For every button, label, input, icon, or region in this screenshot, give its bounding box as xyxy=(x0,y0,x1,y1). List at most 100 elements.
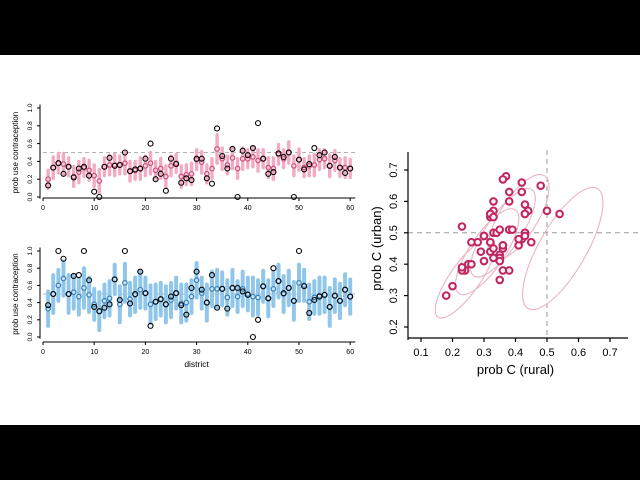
observed-point xyxy=(342,286,349,293)
observed-point xyxy=(219,285,226,292)
observed-point xyxy=(173,290,180,297)
estimate-point xyxy=(265,164,272,171)
observed-point xyxy=(239,288,246,295)
observed-point xyxy=(183,311,190,318)
observed-point xyxy=(326,162,333,169)
district-point xyxy=(495,275,505,285)
x-tick-label: 20 xyxy=(142,349,150,356)
estimate-point xyxy=(321,155,328,162)
observed-point xyxy=(75,165,82,172)
observed-point xyxy=(219,153,226,160)
observed-point xyxy=(80,163,88,170)
observed-point xyxy=(45,182,52,189)
estimate-point xyxy=(163,173,169,180)
observed-point xyxy=(147,322,154,329)
district-point xyxy=(457,263,467,272)
observed-point xyxy=(311,296,318,304)
observed-point xyxy=(173,161,180,168)
district-point xyxy=(517,187,527,197)
x-tick-label: 30 xyxy=(193,205,201,212)
observed-point xyxy=(55,247,62,255)
observed-point xyxy=(311,145,318,152)
x-tick-label: 0 xyxy=(41,205,45,212)
x-tick-label: 50 xyxy=(295,349,303,356)
estimate-point xyxy=(157,165,164,172)
observed-point xyxy=(50,164,57,171)
rural-interval-panel: 0 10 20 30 40 50 60 0.0 0.2 0.4 0.6 0.8 1.0 prob use … xyxy=(11,103,356,212)
observed-point xyxy=(275,150,282,157)
district-point xyxy=(467,237,476,247)
observed-point xyxy=(265,170,272,177)
estimate-point xyxy=(101,298,108,304)
estimate-point xyxy=(86,292,92,298)
observed-point xyxy=(157,296,164,303)
x-tick-label: 0.5 xyxy=(539,347,554,359)
observed-point xyxy=(60,255,67,262)
observed-point xyxy=(178,179,185,186)
district-point xyxy=(498,175,508,184)
estimate-point xyxy=(291,163,297,169)
estimate-point xyxy=(81,285,87,291)
observed-point xyxy=(60,170,67,177)
x-tick-label: 60 xyxy=(346,205,354,212)
r-plot-figure: 0 10 20 30 40 50 60 0.0 0.2 0.4 0.6 0.8 1.0 prob use … xyxy=(11,103,638,377)
district-point xyxy=(508,225,517,234)
estimate-point xyxy=(60,161,67,167)
observed-point xyxy=(326,303,333,310)
district-point xyxy=(498,241,508,250)
observed-point xyxy=(203,175,210,182)
district-point xyxy=(489,212,498,222)
observed-point xyxy=(91,303,98,310)
observed-point xyxy=(265,295,272,302)
estimate-point xyxy=(342,164,348,171)
observed-point xyxy=(188,177,195,184)
district-point xyxy=(486,237,495,247)
observed-point xyxy=(96,308,103,315)
district-point xyxy=(520,200,530,209)
estimate-point xyxy=(91,172,98,179)
y-tick-label: 1.0 xyxy=(27,103,34,112)
district-point xyxy=(476,247,486,256)
observed-point xyxy=(45,302,52,309)
estimate-point xyxy=(306,298,313,305)
estimate-point xyxy=(122,279,128,286)
district-point xyxy=(504,197,514,206)
estimate-point xyxy=(296,279,302,286)
observed-point xyxy=(137,165,144,172)
observed-point xyxy=(214,125,221,132)
estimate-point xyxy=(70,289,77,296)
observed-point xyxy=(167,155,175,162)
observed-point xyxy=(121,149,128,156)
observed-point xyxy=(224,305,231,312)
estimate-point xyxy=(234,165,241,172)
observed-point xyxy=(214,304,221,311)
y-tick-label: 0.6 xyxy=(27,281,34,290)
y-tick-label: 0.4 xyxy=(27,298,34,307)
y-tick-label: 0.0 xyxy=(27,192,34,201)
estimate-point xyxy=(45,176,51,183)
estimate-point xyxy=(122,160,128,167)
observed-point xyxy=(183,175,190,182)
district-point xyxy=(526,237,536,247)
observed-point xyxy=(147,140,154,147)
observed-point xyxy=(162,187,169,194)
estimate-point xyxy=(178,173,185,180)
observed-point xyxy=(306,161,313,168)
estimate-point xyxy=(142,163,149,169)
x-tick-label: 0.6 xyxy=(571,347,586,359)
estimate-point xyxy=(214,146,220,152)
observed-point xyxy=(65,163,72,170)
district-point xyxy=(479,231,489,241)
x-tick-label: 10 xyxy=(90,205,98,212)
estimate-point xyxy=(152,167,159,174)
estimate-point xyxy=(209,165,215,172)
observed-point xyxy=(244,152,251,159)
estimate-point xyxy=(75,293,82,300)
observed-point xyxy=(162,301,169,308)
plot-canvas: 0 10 20 30 40 50 60 0.0 0.2 0.4 0.6 0.8 1.0 prob use … xyxy=(0,55,640,425)
district-point xyxy=(441,291,451,300)
observed-point xyxy=(342,169,349,177)
observed-point xyxy=(70,174,77,181)
estimate-point xyxy=(209,285,215,292)
